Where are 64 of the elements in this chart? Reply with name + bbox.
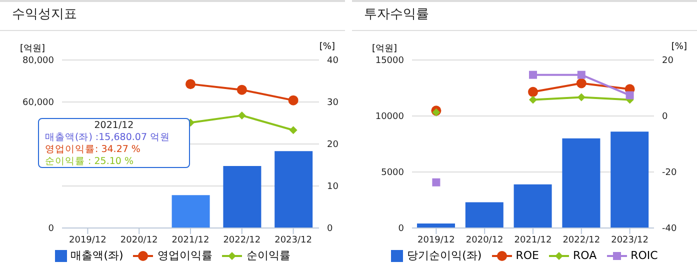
annotation: 2021/12 — [93, 120, 135, 132]
legend-label: ROIC — [630, 249, 658, 262]
point — [186, 79, 196, 90]
annotation: 순이익률 : 25.10 % — [45, 156, 134, 168]
point — [289, 126, 298, 134]
x-tick-label: 2021/12 — [514, 235, 552, 246]
legend-label: ROE — [514, 249, 539, 262]
x-tick-label: 2023/12 — [611, 235, 648, 246]
bar — [562, 138, 600, 228]
y-axis-title: [억원] — [20, 43, 46, 55]
y-tick-label: 15000 — [375, 56, 404, 66]
y-tick-label: 0 — [48, 224, 54, 234]
x-tick-label: 2019/12 — [69, 235, 106, 246]
point — [238, 111, 246, 120]
x-tick-label: 2022/12 — [223, 235, 261, 246]
legend-label: 당기순이익(좌) — [406, 248, 482, 263]
point — [577, 70, 586, 79]
y-tick-label: 60,000 — [22, 98, 54, 108]
y2-tick-label: -20 — [662, 168, 677, 178]
x-tick-label: 2019/12 — [418, 235, 455, 246]
y2-axis-title: [%] — [671, 42, 687, 52]
bar — [514, 184, 552, 228]
x-tick-label: 2023/12 — [274, 235, 312, 246]
point — [626, 91, 634, 100]
y2-tick-label: 10 — [327, 182, 339, 192]
y2-axis-title: [%] — [319, 42, 335, 52]
y-tick-label: 5000 — [381, 168, 404, 178]
chart-title: 투자수익률 — [352, 2, 697, 31]
y2-tick-label: 30 — [327, 98, 339, 108]
x-tick-label: 2021/12 — [172, 235, 210, 246]
point — [529, 96, 537, 104]
y2-tick-label: 20 — [662, 56, 674, 66]
bar — [223, 166, 262, 228]
point — [528, 86, 538, 97]
bar — [172, 195, 210, 228]
legend-label: 매출액(좌) — [70, 248, 124, 263]
chart-title: 수익성지표 — [0, 2, 345, 31]
x-tick-label: 2022/12 — [562, 235, 600, 246]
y-tick-label: 10000 — [375, 112, 404, 122]
annotation: 매출액(좌) :15,680.07 억원 — [45, 132, 172, 144]
bar — [465, 202, 504, 228]
y2-tick-label: 20 — [327, 140, 339, 150]
y2-tick-label: 0 — [662, 112, 668, 122]
y2-tick-label: -40 — [662, 224, 677, 234]
legend-label: ROA — [572, 249, 597, 262]
legend-label: 영업이익률 — [156, 248, 212, 263]
bar — [274, 151, 313, 228]
point — [529, 70, 537, 79]
point — [576, 78, 586, 88]
point — [288, 95, 298, 106]
annotation: 영업이익률: 34.27 % — [45, 144, 142, 156]
y-tick-label: 0 — [398, 224, 404, 234]
y-axis-title: [억원] — [372, 43, 398, 55]
y2-tick-label: 40 — [327, 56, 339, 66]
x-tick-label: 2020/12 — [466, 235, 504, 246]
legend-label: 순이익률 — [245, 248, 290, 263]
point — [236, 84, 247, 95]
point — [577, 93, 586, 102]
x-tick-label: 2020/12 — [120, 235, 158, 246]
y2-tick-label: 0 — [327, 224, 333, 234]
bar — [610, 132, 649, 228]
y-tick-label: 80,000 — [22, 56, 54, 66]
point — [432, 108, 440, 116]
point — [432, 178, 440, 186]
